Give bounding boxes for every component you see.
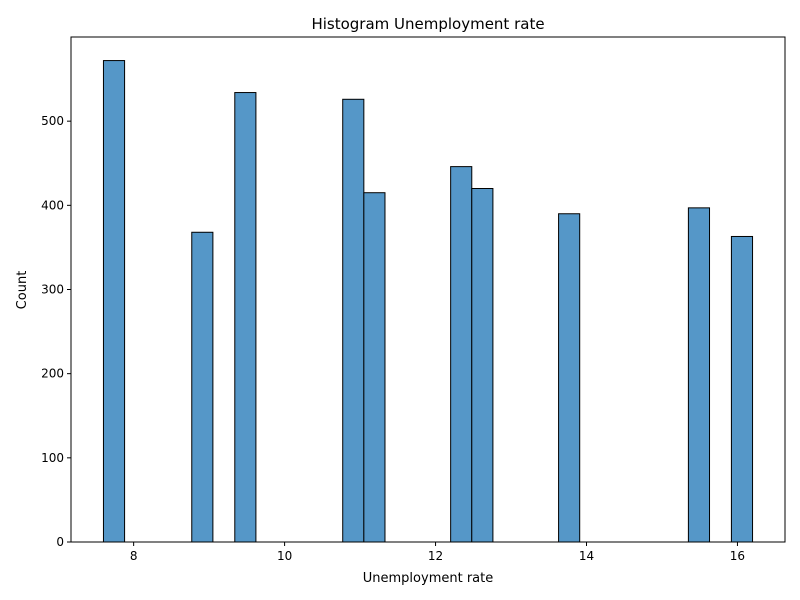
- plot-frame: [70, 36, 786, 543]
- bars-group: [102, 60, 754, 543]
- histogram-bar-7: [558, 213, 581, 543]
- y-tick-label-2: 200: [41, 367, 64, 381]
- histogram-bar-6: [471, 188, 494, 543]
- y-tick-label-3: 300: [41, 283, 64, 297]
- y-axis-ticks: 0 100 200 300 400 500: [41, 114, 71, 549]
- x-tick-label-3: 14: [579, 549, 594, 563]
- histogram-bar-3: [342, 98, 365, 543]
- histogram-bar-8: [687, 207, 711, 543]
- histogram-bar-2: [234, 92, 257, 543]
- histogram-bar-9: [730, 235, 754, 543]
- x-tick-label-4: 16: [730, 549, 745, 563]
- x-tick-label-1: 10: [277, 549, 292, 563]
- x-axis-label: Unemployment rate: [363, 571, 493, 586]
- x-axis-ticks: 8 10 12 14 16: [130, 542, 745, 563]
- y-tick-label-1: 100: [41, 451, 64, 465]
- y-tick-label-5: 500: [41, 114, 64, 128]
- histogram-bar-0: [102, 60, 126, 543]
- y-tick-label-0: 0: [56, 535, 64, 549]
- x-tick-label-0: 8: [130, 549, 138, 563]
- histogram-bar-1: [191, 231, 214, 543]
- histogram-bar-5: [450, 166, 473, 543]
- y-axis-label: Count: [15, 271, 30, 310]
- chart-title: Histogram Unemployment rate: [311, 15, 544, 33]
- y-tick-label-4: 400: [41, 198, 64, 212]
- x-tick-label-2: 12: [428, 549, 443, 563]
- histogram-bar-4: [363, 192, 386, 543]
